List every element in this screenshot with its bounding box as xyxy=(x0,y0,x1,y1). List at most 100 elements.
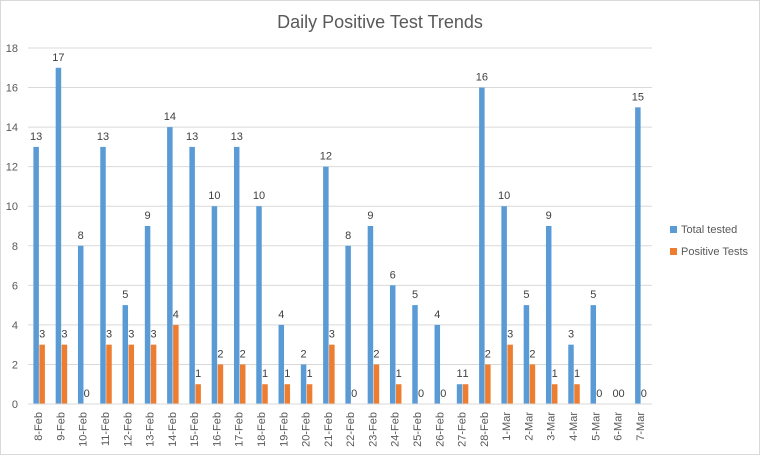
data-label: 5 xyxy=(122,289,128,301)
bar-positive-tests xyxy=(306,384,313,404)
x-tick-label: 28-Feb xyxy=(479,412,491,447)
data-label: 17 xyxy=(52,52,64,64)
data-label: 0 xyxy=(641,388,647,400)
data-label: 5 xyxy=(523,289,529,301)
y-tick-label: 0 xyxy=(12,399,18,411)
x-tick-label: 17-Feb xyxy=(234,412,246,447)
bar-total-tested xyxy=(590,305,597,404)
bar-total-tested xyxy=(77,245,84,404)
legend-label: Total tested xyxy=(681,224,737,236)
x-tick-label: 6-Mar xyxy=(613,412,625,441)
bars xyxy=(33,67,641,405)
data-label: 0 xyxy=(418,388,424,400)
data-label: 2 xyxy=(240,348,246,360)
bar-total-tested xyxy=(300,364,307,404)
y-tick-label: 12 xyxy=(6,162,18,174)
x-tick-label: 3-Mar xyxy=(546,412,558,441)
data-label: 1 xyxy=(552,368,558,380)
bar-total-tested xyxy=(367,226,374,404)
x-tick-label: 7-Mar xyxy=(635,412,647,441)
x-tick-label: 1-Mar xyxy=(501,412,513,441)
bar-total-tested xyxy=(189,146,195,404)
data-label: 13 xyxy=(30,131,42,143)
data-label: 8 xyxy=(345,230,351,242)
x-tick-label: 21-Feb xyxy=(323,412,335,447)
data-label: 0 xyxy=(613,388,619,400)
x-tick-label: 13-Feb xyxy=(145,412,157,447)
x-tick-label: 8-Feb xyxy=(33,412,45,441)
data-label: 2 xyxy=(217,348,223,360)
x-tick-label: 25-Feb xyxy=(412,412,424,447)
bar-positive-tests xyxy=(395,384,402,404)
y-tick-label: 8 xyxy=(12,241,18,253)
data-label: 3 xyxy=(39,329,45,341)
bar-total-tested xyxy=(233,146,240,404)
data-label: 10 xyxy=(208,190,220,202)
bar-total-tested xyxy=(412,305,418,404)
x-tick-label: 4-Mar xyxy=(568,412,580,441)
data-label: 3 xyxy=(151,329,157,341)
x-tick-label: 2-Mar xyxy=(523,412,535,441)
data-label: 1 xyxy=(463,368,469,380)
bar-positive-tests xyxy=(329,344,335,404)
x-tick-label: 19-Feb xyxy=(278,412,290,447)
data-label: 6 xyxy=(390,269,396,281)
data-label: 0 xyxy=(440,388,446,400)
data-label: 5 xyxy=(590,289,596,301)
data-label: 1 xyxy=(396,368,402,380)
data-label: 10 xyxy=(253,190,265,202)
y-tick-label: 4 xyxy=(12,320,18,332)
data-label: 13 xyxy=(97,131,109,143)
x-tick-label: 10-Feb xyxy=(78,412,90,447)
data-label: 0 xyxy=(596,388,602,400)
bar-total-tested xyxy=(323,166,329,404)
bar-positive-tests xyxy=(128,344,135,404)
y-tick-label: 10 xyxy=(6,201,18,213)
x-tick-label: 9-Feb xyxy=(55,412,67,441)
bar-positive-tests xyxy=(529,364,536,404)
bar-total-tested xyxy=(523,305,530,404)
bar-total-tested xyxy=(434,324,441,404)
x-tick-label: 22-Feb xyxy=(345,412,357,447)
bar-positive-tests xyxy=(106,344,112,404)
y-tick-label: 2 xyxy=(12,359,18,371)
bar-total-tested xyxy=(479,87,485,405)
bar-total-tested xyxy=(568,344,574,404)
data-label: 2 xyxy=(373,348,379,360)
bar-total-tested xyxy=(345,245,351,404)
y-tick-label: 6 xyxy=(12,280,18,292)
bar-total-tested xyxy=(55,67,62,405)
bar-positive-tests xyxy=(173,324,179,404)
data-label: 3 xyxy=(106,329,112,341)
x-axis: 8-Feb 9-Feb 10-Feb 11-Feb 12-Feb 13-Feb 14-Feb… xyxy=(28,403,652,447)
bar-total-tested xyxy=(144,226,151,404)
data-label: 0 xyxy=(351,388,357,400)
data-label: 3 xyxy=(568,329,574,341)
bar-positive-tests xyxy=(150,344,157,404)
bar-total-tested xyxy=(635,107,641,404)
bar-total-tested xyxy=(456,384,463,404)
legend-label: Positive Tests xyxy=(681,246,749,258)
data-label: 5 xyxy=(412,289,418,301)
bar-positive-tests xyxy=(462,384,469,404)
data-label: 9 xyxy=(145,210,151,222)
data-label: 3 xyxy=(128,329,134,341)
y-tick-label: 16 xyxy=(6,83,18,95)
bar-total-tested xyxy=(211,206,218,404)
data-label: 3 xyxy=(61,329,67,341)
bar-total-tested xyxy=(256,206,262,404)
bar-total-tested xyxy=(33,146,39,404)
x-tick-label: 26-Feb xyxy=(434,412,446,447)
bar-total-tested xyxy=(100,146,106,404)
x-tick-label: 18-Feb xyxy=(256,412,268,447)
data-label: 3 xyxy=(507,329,513,341)
bar-positive-tests xyxy=(551,384,558,404)
bar-positive-tests xyxy=(195,384,201,404)
data-label: 14 xyxy=(164,111,176,123)
bar-total-tested xyxy=(278,324,285,404)
chart-title: Daily Positive Test Trends xyxy=(277,12,483,32)
data-label: 4 xyxy=(278,309,284,321)
y-tick-label: 14 xyxy=(6,122,18,134)
data-labels: 1331738013353931441311021321014121123809… xyxy=(30,52,647,400)
